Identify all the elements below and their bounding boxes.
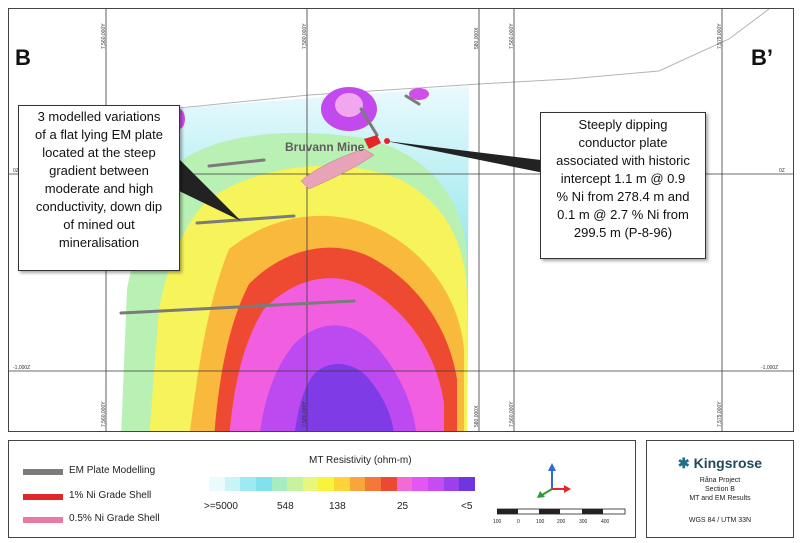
section-name: Section B: [705, 486, 735, 493]
em-plate-2: [195, 214, 296, 225]
em-plate-1: [207, 158, 266, 168]
mine-label: Bruvann Mine: [285, 140, 365, 154]
colorbar-step-16: [459, 477, 475, 491]
legend-panel: EM Plate Modelling 1% Ni Grade Shell 0.5…: [8, 440, 636, 538]
callout-left-line: 3 modelled variations: [37, 109, 161, 124]
colorbar-step-2: [240, 477, 256, 491]
em-plate-small: [404, 94, 421, 106]
resistivity-section: [9, 9, 793, 431]
callout-steep-conductor: Steeply dipping conductor plate associat…: [540, 112, 706, 259]
em-plate-steep: [359, 107, 379, 137]
colorbar-step-0: [209, 477, 225, 491]
grade-shell-0-5pct: [300, 148, 375, 190]
grid-label-bottom-2: 7,580,000Y: [302, 401, 308, 427]
scale-label: 0: [517, 519, 520, 525]
topography-line: [168, 9, 770, 110]
scale-label: 400: [601, 519, 610, 525]
grid-label-bottom-3: 580,000X: [474, 405, 480, 427]
colorbar-step-14: [427, 477, 444, 491]
callout-right-line: intercept 1.1 m @ 0.9: [560, 171, 686, 186]
callout-right-line: associated with historic: [556, 153, 690, 168]
grid-label-top-5: 7,579,000Y: [717, 23, 723, 49]
scale-label: 200: [557, 519, 566, 525]
company-name: Kingsrose: [693, 455, 763, 471]
scale-label: 100: [536, 519, 545, 525]
callout-right-line: 299.5 m (P-8-96): [573, 225, 673, 240]
legend-swatch-em-plate: [23, 469, 63, 475]
callout-left-line: conductivity, down dip: [35, 199, 163, 214]
ramp-label-25: 25: [397, 501, 409, 512]
callout-right-line: Steeply dipping: [578, 117, 668, 132]
elev-label-left-0: 0Z: [13, 168, 19, 174]
em-plate-3: [119, 299, 356, 315]
company-logo: ✱ Kingsrose: [647, 455, 793, 472]
legend-swatch-0-5pct: [23, 517, 63, 523]
elev-label-right-0: 0Z: [779, 168, 785, 174]
grid-label-top-4: 7,560,000Y: [509, 23, 515, 49]
callout-left-pointer: [169, 149, 241, 221]
colorbar-step-1: [224, 477, 241, 491]
callout-left-line: of mined out: [63, 217, 135, 232]
title-block: ✱ Kingsrose Råna Project Section B MT and…: [646, 440, 794, 538]
ramp-label-5000: >=5000: [204, 501, 238, 512]
legend-swatch-1pct: [23, 494, 63, 500]
callout-em-plate-variations: 3 modelled variations of a flat lying EM…: [18, 105, 180, 271]
colorbar-step-8: [334, 477, 350, 491]
colorbar-step-6: [302, 477, 319, 491]
callout-left-line: moderate and high: [44, 181, 154, 196]
callout-right-line: conductor plate: [578, 135, 668, 150]
callout-left-line: mineralisation: [58, 235, 140, 250]
ramp-label-138: 138: [329, 501, 346, 512]
scale-label: 300: [579, 519, 588, 525]
grid-label-top-2: 7,580,000Y: [302, 23, 308, 49]
surface-conductor-main-core: [335, 93, 363, 117]
north-arrow-3d: [537, 463, 571, 498]
grade-shell-1pct-small: [384, 138, 390, 144]
callout-left-line: of a flat lying EM plate: [35, 127, 163, 142]
colorbar-step-11: [381, 477, 397, 491]
grade-shell-1pct: [364, 135, 381, 149]
colorbar-step-13: [412, 477, 428, 491]
grid-label-top-3: 580,000X: [474, 27, 480, 49]
colorbar-step-15: [443, 477, 460, 491]
scale-bar: [497, 508, 626, 515]
surface-conductor-right: [409, 88, 429, 100]
callout-right-pointer: [386, 141, 549, 174]
elev-label-left-1000: -1,000Z: [13, 365, 31, 371]
callout-right-line: % Ni from 278.4 m and: [556, 189, 690, 204]
colorbar-step-4: [271, 477, 288, 491]
kingsrose-logo-icon: ✱: [677, 455, 690, 471]
section-label-right: B’: [751, 45, 773, 70]
em-plates: [119, 94, 421, 315]
callout-left-line: located at the steep: [42, 145, 156, 160]
resistivity-zone-deep-violet: [295, 363, 394, 431]
legend-label-0-5pct: 0.5% Ni Grade Shell: [69, 513, 160, 524]
colorbar-step-9: [349, 477, 366, 491]
grid-label-bottom-4: 7,560,000Y: [509, 401, 515, 427]
ramp-label-5: <5: [461, 501, 473, 512]
project-name: Råna Project: [699, 477, 741, 484]
colorbar-step-5: [287, 477, 303, 491]
colorbar-step-12: [396, 477, 413, 491]
legend-label-em-plate: EM Plate Modelling: [69, 465, 156, 476]
colorbar-step-3: [255, 477, 272, 491]
legend-label-1pct: 1% Ni Grade Shell: [69, 490, 152, 501]
grid-label-top-1: 7,560,000Y: [101, 23, 107, 49]
callout-left-line: gradient between: [49, 163, 149, 178]
projection-label: WGS 84 / UTM 33N: [688, 517, 752, 524]
callout-right-line: 0.1 m @ 2.7 % Ni from: [557, 207, 689, 222]
grid-label-bottom-1: 7,560,000Y: [101, 401, 107, 427]
colorbar-step-7: [318, 477, 335, 491]
grid-label-bottom-5: 7,579,000Y: [717, 401, 723, 427]
resistivity-colorbar: [209, 477, 475, 491]
ramp-label-548: 548: [277, 501, 294, 512]
elev-label-right-1000: -1,000Z: [761, 365, 779, 371]
map-subtitle: MT and EM Results: [689, 495, 751, 502]
mt-resistivity-title: MT Resistivity (ohm-m): [309, 455, 412, 466]
scale-label: 100: [493, 519, 502, 525]
section-label-left: B: [15, 45, 31, 70]
colorbar-step-10: [365, 477, 382, 491]
section-map: B B’ 7,560,000Y 7,580,000Y 580,000X 7,56…: [8, 8, 794, 432]
